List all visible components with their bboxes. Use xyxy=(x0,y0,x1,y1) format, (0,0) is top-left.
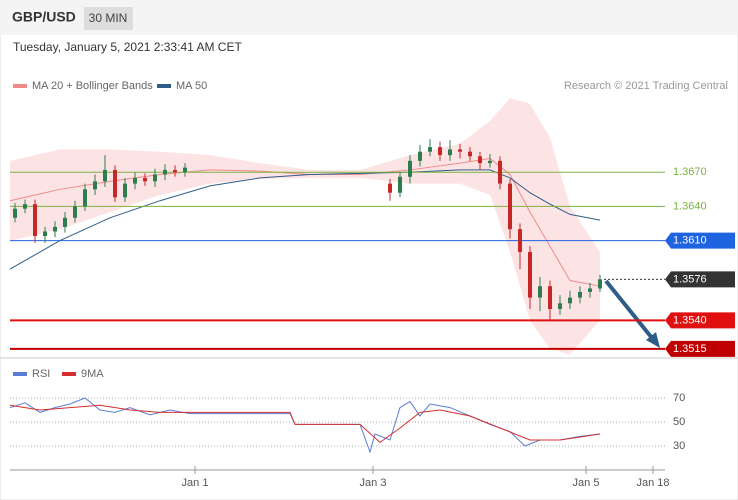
level-label-box xyxy=(665,340,735,357)
candle-body xyxy=(73,206,77,218)
x-tick-label: Jan 18 xyxy=(636,477,669,489)
candle-body xyxy=(478,156,482,164)
candle-body xyxy=(498,160,502,184)
rsi-tick-label: 30 xyxy=(673,440,685,452)
candle-body xyxy=(538,286,542,298)
candle-body xyxy=(598,279,602,289)
rsi-line xyxy=(9,404,601,444)
level-label-box xyxy=(665,271,735,288)
timeframe: 30 MIN xyxy=(89,11,128,25)
level-label: 1.3576 xyxy=(673,273,707,285)
candle-body xyxy=(133,177,137,184)
level-label: 1.3670 xyxy=(673,166,707,178)
rsi-tick-label: 70 xyxy=(673,392,685,404)
level-label: 1.3640 xyxy=(673,200,707,212)
candle-body xyxy=(558,303,562,309)
level-label: 1.3540 xyxy=(673,314,707,326)
candle-body xyxy=(63,217,67,227)
candle-body xyxy=(183,167,187,173)
candle-body xyxy=(528,252,532,298)
level-label-box xyxy=(665,312,735,329)
candle-body xyxy=(548,286,552,309)
legend-label: RSI xyxy=(32,368,50,380)
candle-body xyxy=(103,169,107,182)
candle-body xyxy=(438,147,442,156)
candle-body xyxy=(418,151,422,161)
candle-body xyxy=(143,177,147,182)
legend-swatch xyxy=(13,372,27,376)
candle-body xyxy=(388,183,392,193)
x-tick-label: Jan 3 xyxy=(360,477,387,489)
legend-label: 9MA xyxy=(81,368,104,380)
candle-body xyxy=(163,169,167,175)
candle-body xyxy=(113,169,117,198)
candle-body xyxy=(13,208,17,218)
candle-body xyxy=(173,169,177,173)
candle-body xyxy=(53,226,57,232)
x-tick-label: Jan 1 xyxy=(182,477,209,489)
timeframe-box xyxy=(84,7,133,30)
candle-body xyxy=(518,229,522,252)
ma50-line xyxy=(9,169,601,270)
legend-swatch xyxy=(13,84,27,88)
candle-body xyxy=(153,174,157,182)
candle-body xyxy=(468,151,472,157)
candle-body xyxy=(488,160,492,164)
candle-body xyxy=(93,181,97,190)
legend-label: MA 20 + Bollinger Bands xyxy=(32,80,153,92)
chart-title: GBP/USD xyxy=(12,9,76,25)
legend-label: MA 50 xyxy=(176,80,207,92)
rsi-tick-label: 50 xyxy=(673,416,685,428)
level-label: 1.3515 xyxy=(673,343,707,355)
candle-body xyxy=(398,176,402,193)
candle-body xyxy=(123,183,127,198)
level-label: 1.3610 xyxy=(673,235,707,247)
candle-body xyxy=(458,149,462,152)
candle-body xyxy=(578,291,582,298)
candle-body xyxy=(43,231,47,237)
candle-body xyxy=(33,204,37,237)
legend-swatch xyxy=(62,372,76,376)
legend-swatch xyxy=(157,84,171,88)
candle-body xyxy=(508,183,512,230)
subtitle: Tuesday, January 5, 2021 2:33:41 AM CET xyxy=(13,40,242,54)
candle-body xyxy=(408,160,412,177)
x-tick-label: Jan 5 xyxy=(573,477,600,489)
credit: Research © 2021 Trading Central xyxy=(564,80,728,92)
candle-body xyxy=(588,288,592,292)
candle-body xyxy=(568,297,572,304)
candle-body xyxy=(428,147,432,152)
level-label-box xyxy=(665,232,735,249)
candle-body xyxy=(448,149,452,156)
candle-body xyxy=(23,204,27,209)
bollinger-band xyxy=(10,98,600,355)
forecast-arrow xyxy=(604,279,658,345)
candle-body xyxy=(83,189,87,207)
forecast-arrowhead xyxy=(646,332,660,348)
